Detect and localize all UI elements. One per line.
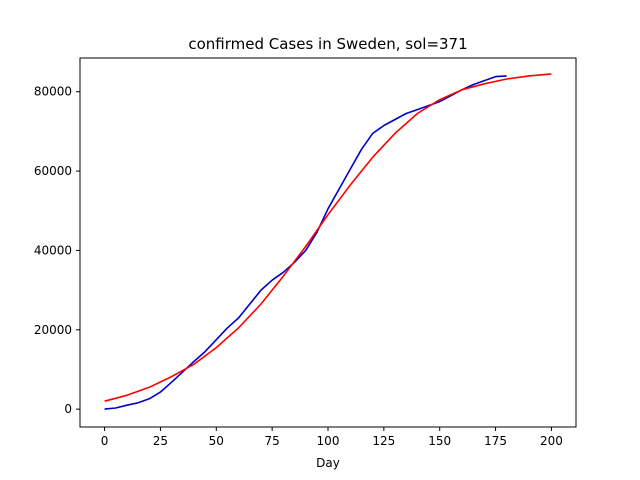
x-tick-label: 125 <box>372 434 395 448</box>
x-tick-label: 25 <box>153 434 168 448</box>
series-line-2 <box>104 73 552 402</box>
x-tick-label: 75 <box>265 434 280 448</box>
y-tick-label: 60000 <box>34 164 72 178</box>
x-tick-label: 50 <box>209 434 224 448</box>
y-tick-label: 0 <box>64 402 72 416</box>
y-tick-label: 80000 <box>34 85 72 99</box>
y-axis: 0 20000 40000 60000 80000 <box>34 85 80 416</box>
x-tick-label: 200 <box>540 434 563 448</box>
y-tick-label: 40000 <box>34 243 72 257</box>
x-axis: 0 25 50 75 100 125 150 175 200 <box>101 427 563 448</box>
plot-area-frame <box>79 57 577 428</box>
x-tick-label: 0 <box>101 434 109 448</box>
x-tick-label: 100 <box>317 434 340 448</box>
chart-title: confirmed Cases in Sweden, sol=371 <box>188 35 467 53</box>
plot-lines <box>104 73 552 410</box>
x-tick-label: 175 <box>484 434 507 448</box>
x-axis-label: Day <box>316 456 340 470</box>
x-tick-label: 150 <box>428 434 451 448</box>
series-line-1 <box>104 75 507 410</box>
y-tick-label: 20000 <box>34 323 72 337</box>
